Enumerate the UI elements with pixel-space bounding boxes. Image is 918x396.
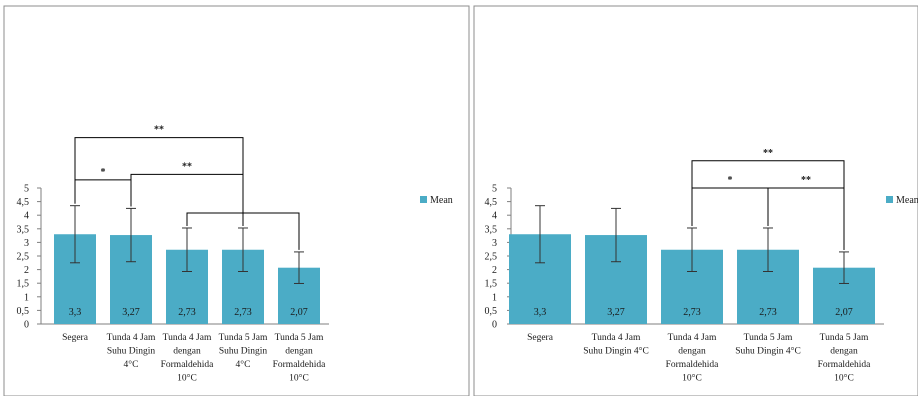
x-category-label-line: Tunda 4 Jam: [163, 333, 212, 343]
x-category-label-line: Tunda 5 Jam: [275, 333, 324, 343]
legend-label: Mean: [896, 195, 918, 206]
left-bar-chart: 0 0,5 1 1,5 2 2,5 3 3,5 4 4,5 5 3,3 3,27 2,73 2,73 2,07…: [17, 125, 453, 384]
x-category-label-line: Suhu Dingin 4°C: [735, 346, 801, 357]
data-label: 3,3: [69, 307, 82, 318]
significance-bracket: [130, 173, 244, 226]
x-category-label: Tunda 4 Jam Suhu Dingin 4°C: [583, 333, 649, 357]
y-tick-label: 0,5: [485, 306, 498, 317]
x-category-label-line: dengan: [285, 347, 313, 357]
x-category-label-line: Formaldehida: [161, 360, 215, 370]
x-category-label-line: Suhu Dingin 4°C: [583, 346, 649, 357]
y-tick-label: 3: [492, 238, 497, 249]
right-bar-chart: 0 0,5 1 1,5 2 2,5 3 3,5 4 4,5 5 3,3 3,27 2,73 2,73 2,07…: [485, 148, 918, 384]
x-category-label: Tunda 5 Jam dengan Formaldehida 10°C: [818, 333, 872, 384]
x-category-label: Tunda 5 Jam dengan Formaldehida 10°C: [273, 333, 327, 384]
legend-swatch: [886, 196, 893, 203]
x-category-label-line: Suhu Dingin: [107, 347, 156, 357]
y-tick-label: 2,5: [17, 252, 30, 263]
x-category-label-line: 10°C: [682, 373, 702, 384]
x-category-label-line: 4°C: [236, 359, 251, 370]
y-tick-label: 0: [24, 320, 29, 331]
x-category-label-line: Tunda 5 Jam: [820, 333, 869, 343]
legend-swatch: [420, 196, 427, 203]
y-tick-label: 4: [492, 211, 497, 222]
left-panel-frame: [3, 5, 470, 396]
y-tick-label: 0: [492, 320, 497, 331]
x-category-label-line: dengan: [830, 347, 858, 357]
y-tick-label: 2,5: [485, 252, 498, 263]
x-category-label: Segera: [527, 333, 554, 343]
significance-label: **: [801, 175, 811, 186]
x-category-label-line: Formaldehida: [273, 360, 327, 370]
x-category-label: Segera: [62, 333, 89, 343]
x-category-label-line: Tunda 5 Jam: [744, 333, 793, 343]
x-category-label-line: 4°C: [124, 359, 139, 370]
y-tick-label: 0,5: [17, 306, 30, 317]
right-panel-frame: [473, 5, 918, 396]
x-category-label-line: Formaldehida: [818, 360, 872, 370]
x-category-label-line: dengan: [678, 347, 706, 357]
y-tick-label: 3,5: [485, 224, 498, 235]
x-category-label-line: Segera: [527, 333, 554, 343]
y-tick-label: 1: [24, 292, 29, 303]
significance-label: **: [763, 148, 773, 159]
significance-label: *: [728, 175, 733, 186]
y-tick-label: 2: [24, 265, 29, 276]
data-label: 2,73: [683, 307, 701, 318]
x-category-label: Tunda 4 Jam dengan Formaldehida 10°C: [666, 333, 720, 384]
significance-bracket: [691, 187, 769, 226]
y-tick-label: 3,5: [17, 224, 30, 235]
data-label: 2,73: [759, 307, 777, 318]
data-label: 2,07: [290, 307, 308, 318]
data-label: 2,73: [178, 307, 196, 318]
x-category-label-line: 10°C: [289, 373, 309, 384]
legend-label: Mean: [430, 195, 453, 206]
significance-bracket: [74, 179, 132, 207]
x-category-label: Tunda 5 Jam Suhu Dingin 4°C: [735, 333, 801, 357]
x-category-label-line: Formaldehida: [666, 360, 720, 370]
x-category-label-line: Segera: [62, 333, 89, 343]
data-label: 2,07: [835, 307, 853, 318]
x-category-label: Tunda 4 Jam dengan Formaldehida 10°C: [161, 333, 215, 384]
data-label: 3,27: [607, 307, 625, 318]
significance-bracket: [767, 187, 845, 250]
significance-label: **: [154, 125, 164, 136]
y-tick-label: 3: [24, 238, 29, 249]
x-category-label-line: Tunda 4 Jam: [107, 333, 156, 343]
data-label: 3,27: [122, 307, 140, 318]
x-category-label-line: Suhu Dingin: [219, 347, 268, 357]
x-category-label-line: 10°C: [177, 373, 197, 384]
y-tick-label: 1: [492, 292, 497, 303]
x-category-label-line: Tunda 4 Jam: [668, 333, 717, 343]
x-category-label-line: Tunda 4 Jam: [592, 333, 641, 343]
data-label: 2,73: [234, 307, 252, 318]
x-category-label-line: dengan: [173, 347, 201, 357]
significance-label: *: [101, 167, 106, 178]
significance-bracket: [186, 212, 300, 250]
y-tick-label: 4: [24, 211, 29, 222]
y-tick-label: 5: [24, 184, 29, 195]
significance-label: **: [182, 161, 192, 172]
x-category-label: Tunda 5 Jam Suhu Dingin 4°C: [219, 333, 268, 370]
y-tick-label: 4,5: [485, 197, 498, 208]
data-label: 3,3: [534, 307, 547, 318]
y-tick-label: 2: [492, 265, 497, 276]
x-category-label: Tunda 4 Jam Suhu Dingin 4°C: [107, 333, 156, 370]
y-tick-label: 5: [492, 184, 497, 195]
y-tick-label: 4,5: [17, 197, 30, 208]
x-category-label-line: 10°C: [834, 373, 854, 384]
y-tick-label: 1,5: [17, 279, 30, 290]
y-tick-label: 1,5: [485, 279, 498, 290]
x-category-label-line: Tunda 5 Jam: [219, 333, 268, 343]
